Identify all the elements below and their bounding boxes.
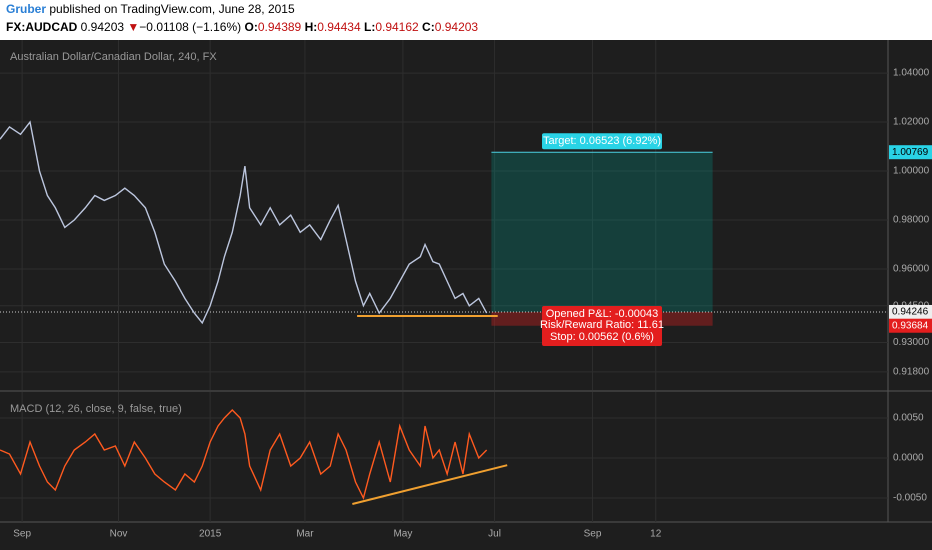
ohlc-value: 0.94162	[375, 20, 419, 34]
label-box	[542, 305, 663, 346]
y-tick-label: 1.02000	[893, 117, 930, 128]
series-line	[0, 120, 488, 325]
x-tick-label: Mar	[296, 529, 314, 540]
pnl-label: Opened P&L: -0.00043	[546, 308, 659, 320]
x-tick-label: Nov	[110, 529, 128, 540]
ohlc-value: 0.94389	[257, 20, 302, 34]
ohlc-key: L:	[363, 20, 376, 34]
ohlc-key: O:	[244, 20, 258, 34]
ohlc-key: C:	[422, 20, 435, 34]
x-tick-label: May	[393, 529, 412, 540]
y-tick-label: 0.98000	[893, 215, 930, 226]
ohlc-key: H:	[304, 20, 318, 34]
symbol-line: FX:AUDCAD 0.94203 ▼−0.01108 (−1.16%) O:0…	[6, 18, 932, 36]
y-tick-label: -0.0050	[893, 493, 927, 504]
target-zone	[491, 152, 713, 312]
price-badge-label: 0.94246	[892, 307, 929, 318]
y-tick-label: 0.93000	[893, 337, 930, 348]
y-tick-label: 1.04000	[893, 68, 930, 79]
y-tick-label: 0.0050	[893, 413, 924, 424]
pane-title: Australian Dollar/Canadian Dollar, 240, …	[10, 51, 217, 63]
x-tick-label: Sep	[13, 529, 31, 540]
ratio-label: Risk/Reward Ratio: 11.61	[540, 319, 664, 331]
y-tick-label: 0.91800	[893, 367, 930, 378]
label-box	[542, 133, 663, 150]
published: published on TradingView.com, June 28, 2…	[49, 2, 295, 16]
chart: 1.040001.020001.000000.980000.960000.945…	[0, 40, 932, 550]
stop-label: Stop: 0.00562 (0.6%)	[550, 331, 654, 343]
y-tick-label: 0.0000	[893, 453, 924, 464]
ohlc-value: 0.94434	[317, 20, 361, 34]
target-label: Target: 0.06523 (6.92%)	[543, 135, 661, 147]
x-tick-label: 12	[650, 529, 662, 540]
chart-background	[0, 40, 932, 550]
x-tick-label: Jul	[488, 529, 501, 540]
price-badge	[889, 318, 932, 333]
ohlc-value: 0.94203	[434, 20, 479, 34]
author[interactable]: Gruber	[6, 2, 47, 16]
change: −0.01108 (−1.16%)	[139, 20, 242, 34]
price-badge	[889, 304, 932, 319]
header: Gruber published on TradingView.com, Jun…	[0, 0, 932, 40]
arrow: ▼	[127, 20, 140, 34]
y-tick-label: 0.96000	[893, 264, 930, 275]
price-badge-label: 0.93684	[892, 320, 929, 331]
price-badge-label: 1.00769	[892, 147, 929, 158]
x-tick-label: Sep	[584, 529, 602, 540]
symbol: FX:AUDCAD	[6, 20, 78, 34]
y-tick-label: 1.00000	[893, 166, 930, 177]
x-tick-label: 2015	[199, 529, 222, 540]
series-line	[0, 409, 488, 500]
trend-line	[352, 464, 508, 505]
publish-line: Gruber published on TradingView.com, Jun…	[6, 0, 932, 18]
pane-title: MACD (12, 26, close, 9, false, true)	[10, 403, 182, 415]
last: 0.94203	[80, 20, 125, 34]
price-badge	[889, 145, 932, 160]
